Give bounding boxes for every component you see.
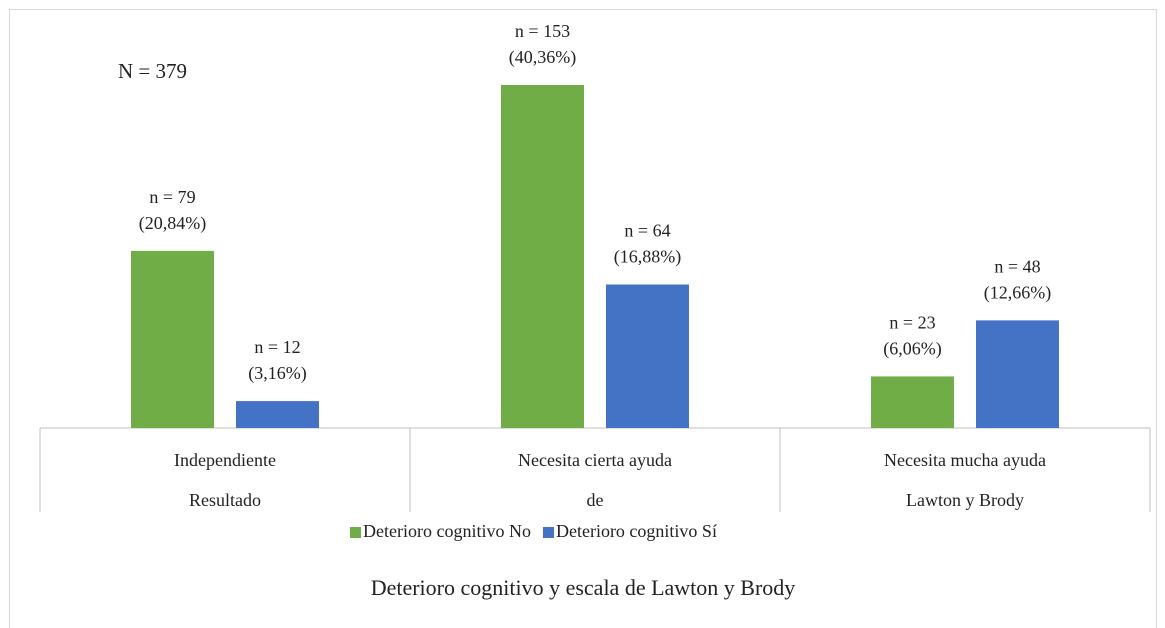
x-group-label: de [587,490,604,510]
bar [131,250,214,428]
x-group-label: Lawton y Brody [906,490,1024,510]
x-group-label: Resultado [189,490,261,510]
data-label: (3,16%) [248,363,306,384]
legend-swatch [350,527,361,538]
bar [236,401,319,428]
chart-frame [9,9,1157,628]
data-label: n = 79 [149,187,195,207]
data-label: (12,66%) [984,283,1051,304]
legend-swatch [542,527,554,538]
legend-label: Deterioro cognitivo Sí [556,521,717,541]
data-label: (40,36%) [509,47,576,68]
bar [501,85,584,428]
data-label: n = 23 [889,313,935,333]
x-tick-label: Necesita mucha ayuda [884,450,1046,470]
bar [976,320,1059,428]
x-tick-label: Independiente [174,450,276,470]
data-label: n = 12 [254,337,300,357]
data-label: n = 64 [624,221,670,241]
data-label: n = 153 [515,21,570,41]
legend-label: Deterioro cognitivo No [363,521,531,541]
bar [871,376,954,428]
x-tick-label: Necesita cierta ayuda [518,450,672,470]
chart-title: Deterioro cognitivo y escala de Lawton y… [371,575,796,600]
annotation: N = 379 [118,59,187,83]
data-label: (16,88%) [614,247,681,268]
bar [606,284,689,428]
data-label: (20,84%) [139,213,206,234]
data-label: (6,06%) [883,339,941,360]
data-label: n = 48 [994,257,1040,277]
